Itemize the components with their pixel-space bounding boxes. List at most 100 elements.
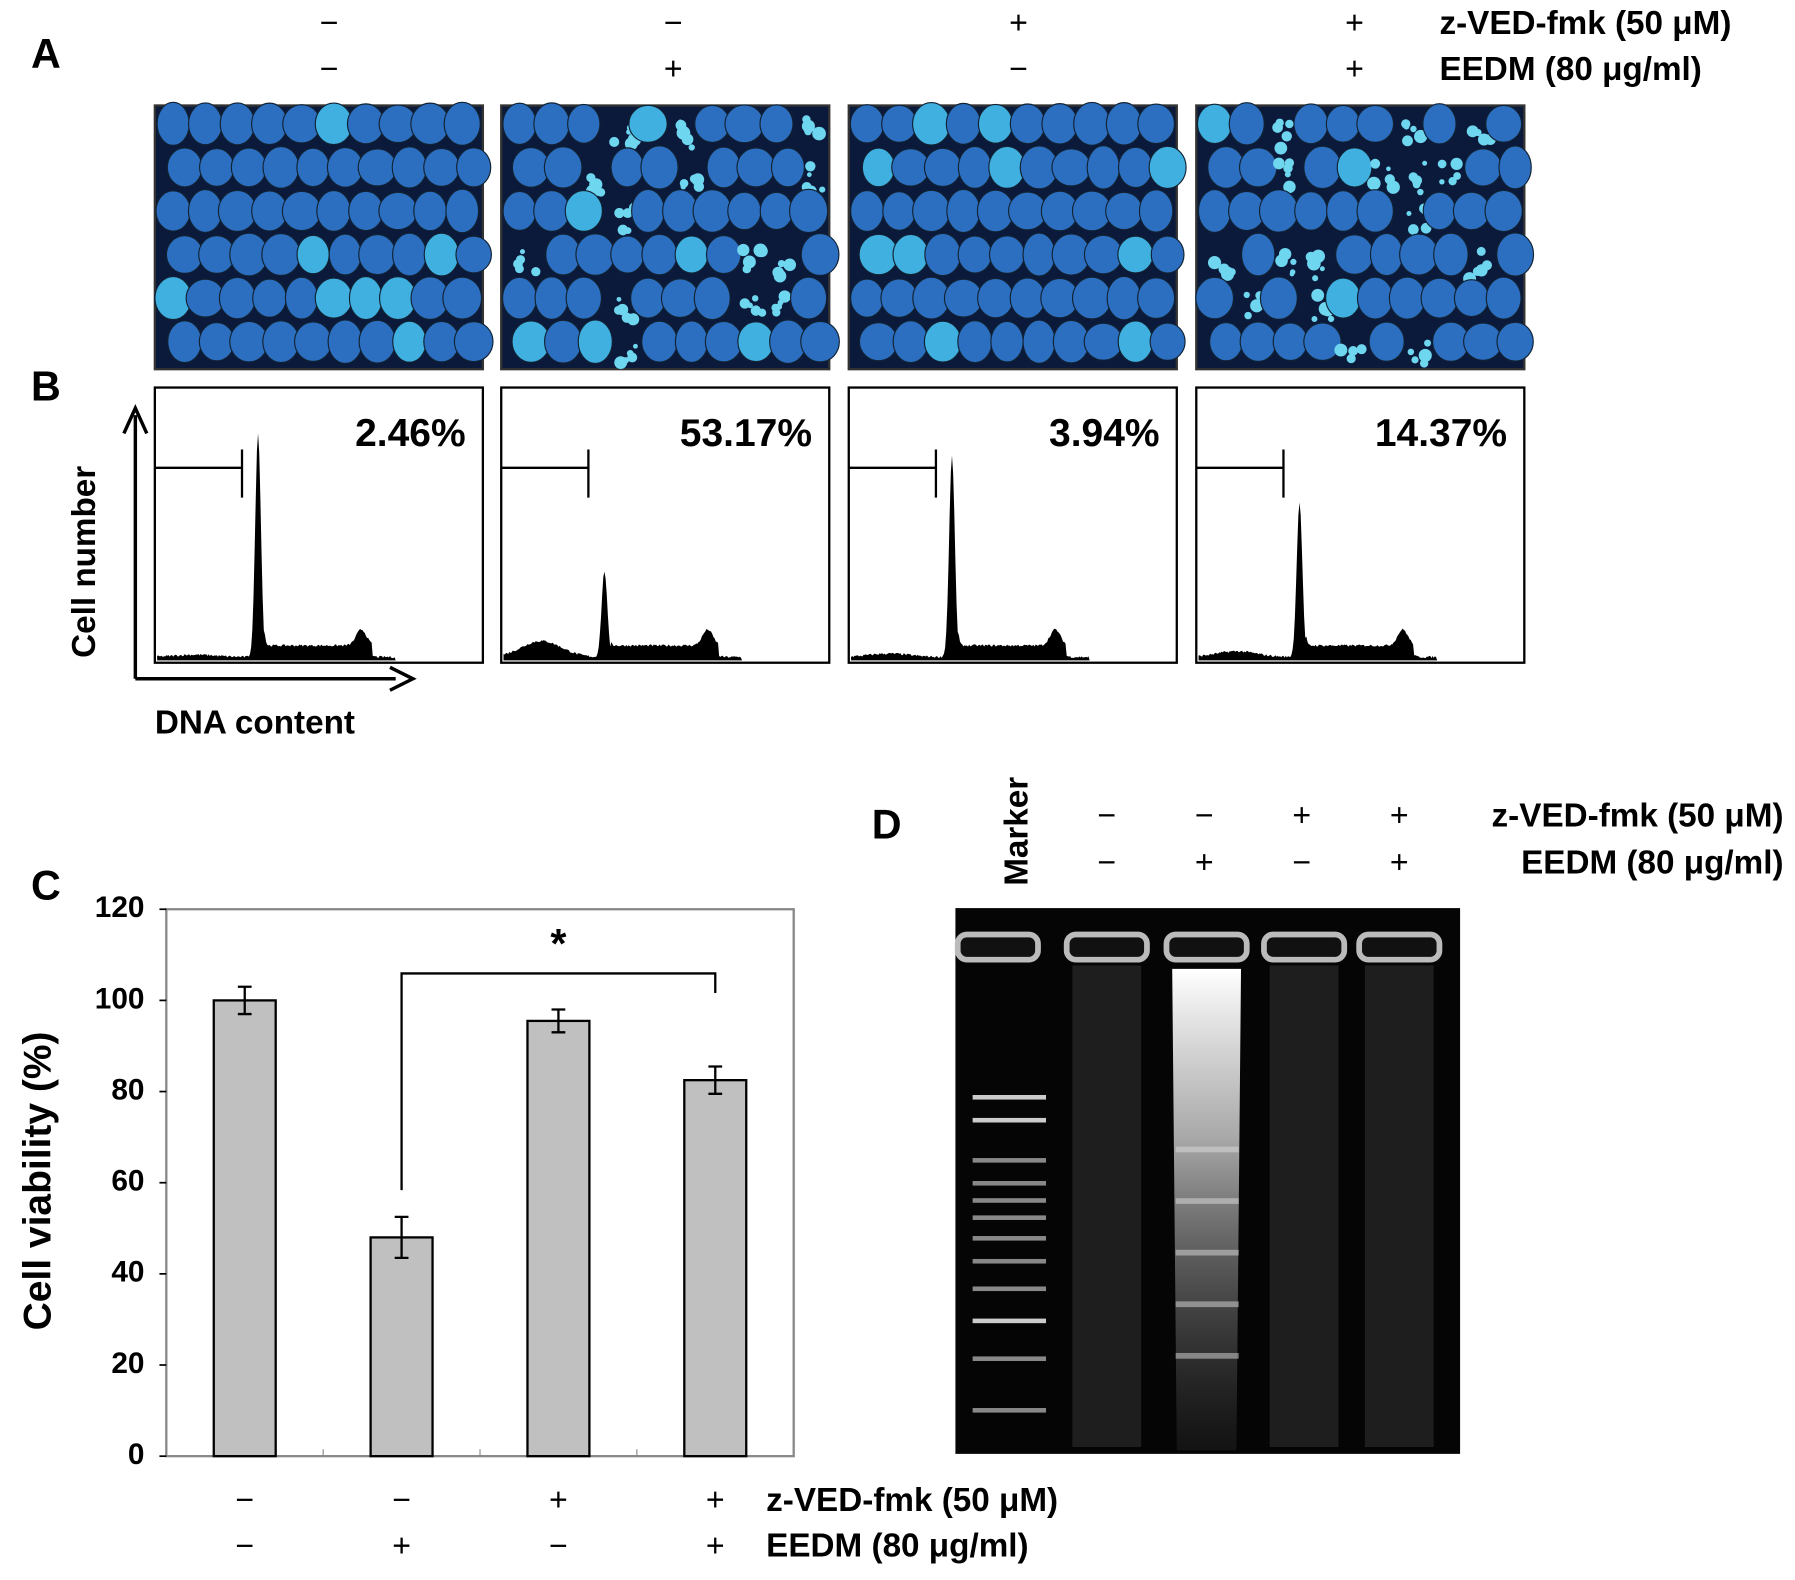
apoptotic-body <box>1408 224 1419 235</box>
apoptotic-body <box>1401 119 1411 129</box>
histogram-frame <box>1195 386 1526 664</box>
nucleus <box>1325 104 1361 143</box>
apoptotic-body <box>1466 125 1479 138</box>
nucleus <box>1293 103 1329 145</box>
nucleus <box>1422 191 1457 231</box>
apoptotic-body <box>617 224 629 236</box>
nucleus <box>1484 189 1523 233</box>
nucleus <box>957 235 993 274</box>
nucleus <box>923 147 962 188</box>
well <box>1261 931 1348 963</box>
nucleus <box>564 189 603 232</box>
y-tick-label: 80 <box>111 1073 144 1106</box>
nucleus <box>850 278 885 318</box>
treatment-label: z-VED-fmk (50 μM) <box>1492 797 1784 834</box>
nucleus <box>261 233 301 277</box>
gate-marker <box>154 449 244 498</box>
y-tick-label: 20 <box>111 1347 144 1380</box>
nucleus <box>391 146 428 189</box>
apoptotic-body <box>1419 359 1429 368</box>
apoptotic-body <box>1475 264 1488 277</box>
nucleus <box>1485 276 1522 320</box>
nucleus <box>630 277 666 319</box>
apoptotic-body <box>614 207 625 219</box>
nucleus <box>167 320 203 364</box>
apoptotic-body <box>1285 119 1294 129</box>
well <box>1356 931 1443 963</box>
nucleus <box>1137 103 1176 145</box>
panel-label: B <box>31 364 61 410</box>
apoptotic-body <box>1272 122 1283 133</box>
nucleus <box>357 148 398 187</box>
nucleus <box>1209 321 1244 362</box>
nucleus <box>155 190 191 232</box>
nucleus <box>502 102 537 146</box>
apoptotic-body <box>737 243 750 257</box>
histogram-frame <box>500 386 831 664</box>
nucleus <box>1369 232 1404 277</box>
gate-marker <box>501 449 590 498</box>
nucleus <box>1071 276 1112 320</box>
nucleus <box>1336 147 1373 188</box>
nucleus <box>957 145 993 189</box>
error-bar <box>394 1215 409 1260</box>
sub-g1-percentage: 2.46% <box>355 412 466 455</box>
nucleus <box>1117 235 1154 274</box>
apoptotic-body <box>1273 157 1285 170</box>
nucleus <box>789 276 828 320</box>
treatment-sign: − <box>235 1527 254 1563</box>
apoptotic-body <box>1407 348 1415 356</box>
apoptotic-body <box>1453 172 1461 180</box>
apoptotic-body <box>691 173 705 186</box>
error-bar <box>708 1065 723 1095</box>
apoptotic-body <box>1243 291 1250 298</box>
faint-lane <box>1269 965 1339 1447</box>
apoptotic-body <box>1311 288 1325 302</box>
nucleus <box>977 277 1015 319</box>
nucleus <box>533 190 571 232</box>
nucleus <box>1051 148 1092 187</box>
sub-g1-percentage: 14.37% <box>1375 412 1507 455</box>
apoptotic-body <box>1346 354 1356 364</box>
apoptotic-body <box>1319 266 1325 272</box>
treatment-sign: − <box>1009 51 1028 87</box>
nucleus <box>1149 322 1186 361</box>
nucleus <box>923 320 962 363</box>
apoptotic-body <box>1370 158 1381 169</box>
y-tick-label: 60 <box>111 1165 144 1198</box>
nucleus <box>1195 276 1235 320</box>
nucleus <box>946 188 981 234</box>
apoptotic-body <box>1406 210 1412 217</box>
nucleus <box>770 147 805 188</box>
nucleus <box>706 146 742 189</box>
ladder-band <box>1175 1352 1239 1359</box>
nucleus <box>858 322 899 362</box>
nucleus <box>1022 232 1056 277</box>
nucleus <box>284 276 319 320</box>
sub-g1-percentage: 3.94% <box>1049 412 1160 455</box>
nucleus <box>674 235 709 274</box>
treatment-sign: − <box>392 1482 411 1518</box>
apoptotic-body <box>805 161 816 172</box>
lane-label: Marker <box>998 777 1035 886</box>
nucleus <box>1105 102 1143 146</box>
nucleus <box>316 190 352 232</box>
dna-smear <box>1172 968 1242 1451</box>
ladder-band <box>1175 1249 1239 1256</box>
apoptotic-body <box>751 295 759 302</box>
nucleus <box>327 319 363 364</box>
apoptotic-body <box>688 144 695 151</box>
apoptotic-body <box>773 269 787 283</box>
nucleus <box>199 147 235 187</box>
nucleus <box>502 190 537 232</box>
nucleus <box>252 278 287 318</box>
panel-label: D <box>872 802 902 848</box>
nucleus <box>1150 235 1185 274</box>
nucleus <box>628 104 668 143</box>
treatment-sign: − <box>1097 797 1116 833</box>
nucleus <box>1086 145 1121 190</box>
nucleus <box>1498 145 1532 190</box>
treatment-sign: + <box>1390 844 1409 880</box>
nucleus <box>1272 322 1309 362</box>
bar <box>683 1079 748 1458</box>
